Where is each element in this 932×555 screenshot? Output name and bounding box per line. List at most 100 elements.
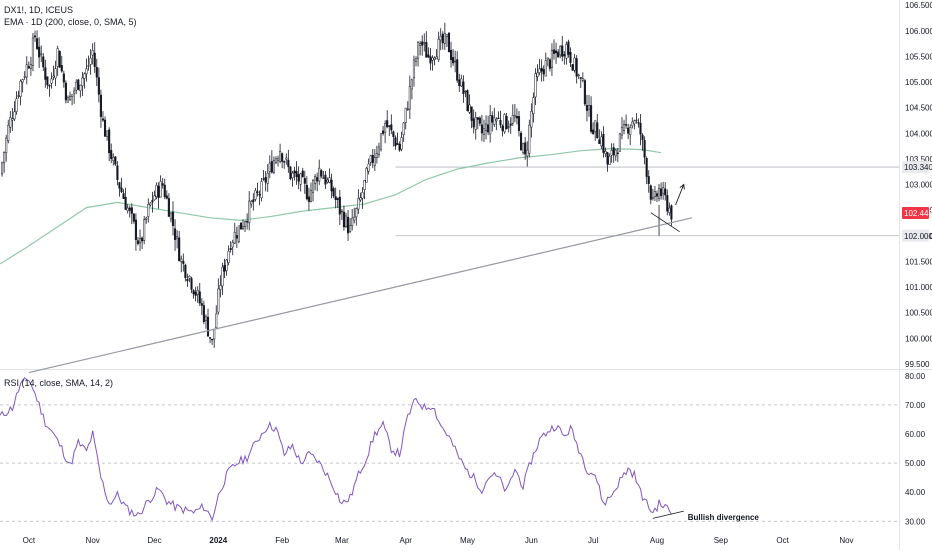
candle — [627, 123, 630, 140]
candle — [423, 33, 426, 52]
candle-body-up — [241, 226, 245, 230]
ema-legend[interactable]: EMA · 1D (200, close, 0, SMA, 5) — [4, 17, 137, 27]
candle — [569, 47, 572, 67]
candle-body-down — [334, 196, 337, 200]
candle-body-down — [270, 161, 273, 173]
candle — [559, 45, 562, 59]
candle — [272, 156, 275, 175]
candle-body-up — [600, 136, 603, 147]
candle — [116, 161, 119, 186]
candle — [596, 113, 599, 139]
candle-body-down — [647, 176, 650, 184]
candle-body-up — [180, 258, 183, 262]
rsi-legend[interactable]: RSI (14, close, SMA, 14, 2) — [4, 378, 114, 388]
candle — [431, 55, 434, 71]
candle-body-up — [260, 181, 263, 199]
candle — [429, 47, 432, 71]
candle-body-down — [392, 131, 395, 137]
candle-body-up — [544, 60, 547, 77]
candle — [250, 199, 253, 208]
candle — [176, 230, 179, 249]
candle — [398, 141, 401, 152]
candle-body-up — [464, 90, 467, 93]
candle — [118, 181, 121, 197]
candle — [196, 286, 199, 303]
candle-body-down — [557, 51, 560, 58]
candle-body-up — [66, 97, 70, 103]
candle-body-down — [103, 119, 107, 137]
candle — [223, 258, 226, 279]
candle-body-up — [213, 328, 216, 340]
candle-body-up — [79, 84, 82, 92]
candle-body-up — [91, 50, 94, 56]
candle-body-down — [307, 196, 310, 202]
candle-body-up — [299, 173, 302, 185]
candle-body-down — [322, 177, 325, 179]
candle — [95, 58, 98, 87]
candle — [149, 202, 152, 207]
candle-body-up — [484, 123, 488, 132]
candle — [342, 205, 345, 231]
candle — [209, 337, 212, 344]
candle-body-down — [262, 178, 265, 180]
candle — [124, 187, 127, 210]
candle-body-down — [524, 142, 527, 155]
candle-body-down — [184, 264, 187, 279]
candle — [114, 155, 117, 167]
candle-body-down — [501, 125, 504, 131]
candle-body-down — [122, 193, 125, 199]
candle-body-up — [87, 65, 90, 67]
candle-body-up — [244, 221, 247, 227]
candle-body-down — [627, 127, 630, 134]
candle — [198, 282, 201, 306]
candle-body-up — [493, 117, 496, 125]
level-upper-tag: 103.340 — [904, 163, 932, 172]
candle-body-down — [239, 222, 243, 230]
candle — [452, 48, 455, 66]
candle — [645, 156, 648, 185]
candle — [219, 275, 222, 298]
candle-body-up — [503, 114, 506, 133]
candle — [386, 110, 389, 129]
candle — [301, 167, 304, 178]
candle-body-up — [21, 79, 24, 83]
rsi-tick-label: 40.00 — [905, 488, 926, 497]
candle-body-up — [631, 121, 634, 127]
candle — [309, 182, 313, 203]
candle-body-up — [365, 168, 368, 183]
candle-body-down — [124, 196, 127, 210]
candle-body-up — [406, 108, 409, 111]
candle-body-down — [295, 171, 298, 177]
candle — [622, 119, 626, 135]
candle — [285, 153, 288, 165]
candle — [83, 72, 86, 89]
candle — [592, 122, 595, 135]
candle-body-down — [641, 134, 644, 140]
candle — [246, 213, 249, 230]
rsi-tick-label: 60.00 — [905, 430, 926, 439]
candle-body-down — [561, 45, 564, 57]
candle-body-down — [649, 185, 652, 200]
candle-body-down — [552, 49, 556, 54]
candle-body-down — [297, 174, 300, 182]
rsi-tick-label: 70.00 — [905, 401, 926, 410]
candle — [264, 171, 267, 192]
candle-body-up — [662, 187, 665, 194]
candle-body-down — [394, 137, 397, 147]
candle-body-down — [211, 338, 214, 341]
candle — [194, 286, 197, 302]
candle — [353, 207, 356, 224]
candle — [472, 109, 475, 134]
candle-body-down — [301, 170, 304, 178]
candle — [425, 31, 428, 58]
candle-body-down — [332, 188, 335, 197]
candle-body-down — [116, 165, 119, 180]
candle-body-up — [89, 57, 92, 65]
candle — [56, 45, 59, 76]
symbol-legend[interactable]: DX1!, 1D, ICEUS — [4, 5, 74, 15]
candle — [71, 94, 74, 106]
candle — [662, 181, 665, 200]
candle — [394, 135, 397, 150]
